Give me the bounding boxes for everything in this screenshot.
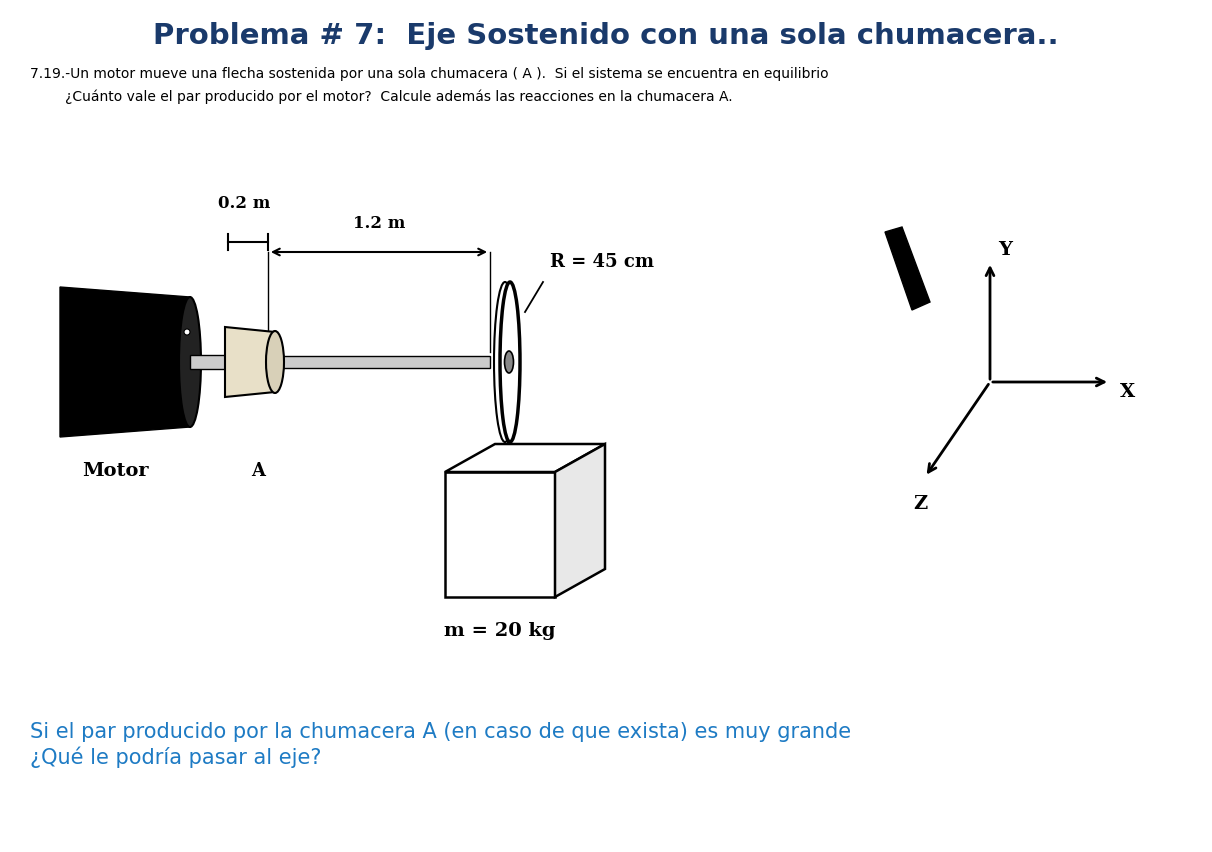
Polygon shape [225,327,275,397]
Text: Problema # 7:  Eje Sostenido con una sola chumacera..: Problema # 7: Eje Sostenido con una sola… [153,22,1059,50]
Bar [445,472,555,597]
Ellipse shape [494,282,516,442]
Polygon shape [555,444,605,597]
Text: m = 20 kg: m = 20 kg [445,622,556,640]
Ellipse shape [504,351,514,373]
Ellipse shape [179,297,201,427]
Bar [275,356,490,368]
Text: 7.19.-Un motor mueve una flecha sostenida por una sola chumacera ( A ).  Si el s: 7.19.-Un motor mueve una flecha sostenid… [30,67,829,81]
Text: 0.2 m: 0.2 m [218,195,270,212]
Bar [190,355,240,369]
Text: Si el par producido por la chumacera A (en caso de que exista) es muy grande: Si el par producido por la chumacera A (… [30,722,851,742]
Text: ¿Qué le podría pasar al eje?: ¿Qué le podría pasar al eje? [30,747,321,769]
Ellipse shape [184,329,190,335]
Polygon shape [61,287,190,437]
Polygon shape [445,444,605,472]
Text: A: A [251,462,265,480]
Ellipse shape [265,331,284,393]
Text: Motor: Motor [81,462,148,480]
Ellipse shape [501,282,520,442]
Text: X: X [1120,383,1136,401]
Polygon shape [885,227,930,310]
Text: Z: Z [913,495,927,513]
Text: R = 45 cm: R = 45 cm [550,253,654,271]
Text: 1.2 m: 1.2 m [353,215,405,232]
Text: ¿Cuánto vale el par producido por el motor?  Calcule además las reacciones en la: ¿Cuánto vale el par producido por el mot… [30,89,732,103]
Text: Y: Y [997,241,1012,259]
